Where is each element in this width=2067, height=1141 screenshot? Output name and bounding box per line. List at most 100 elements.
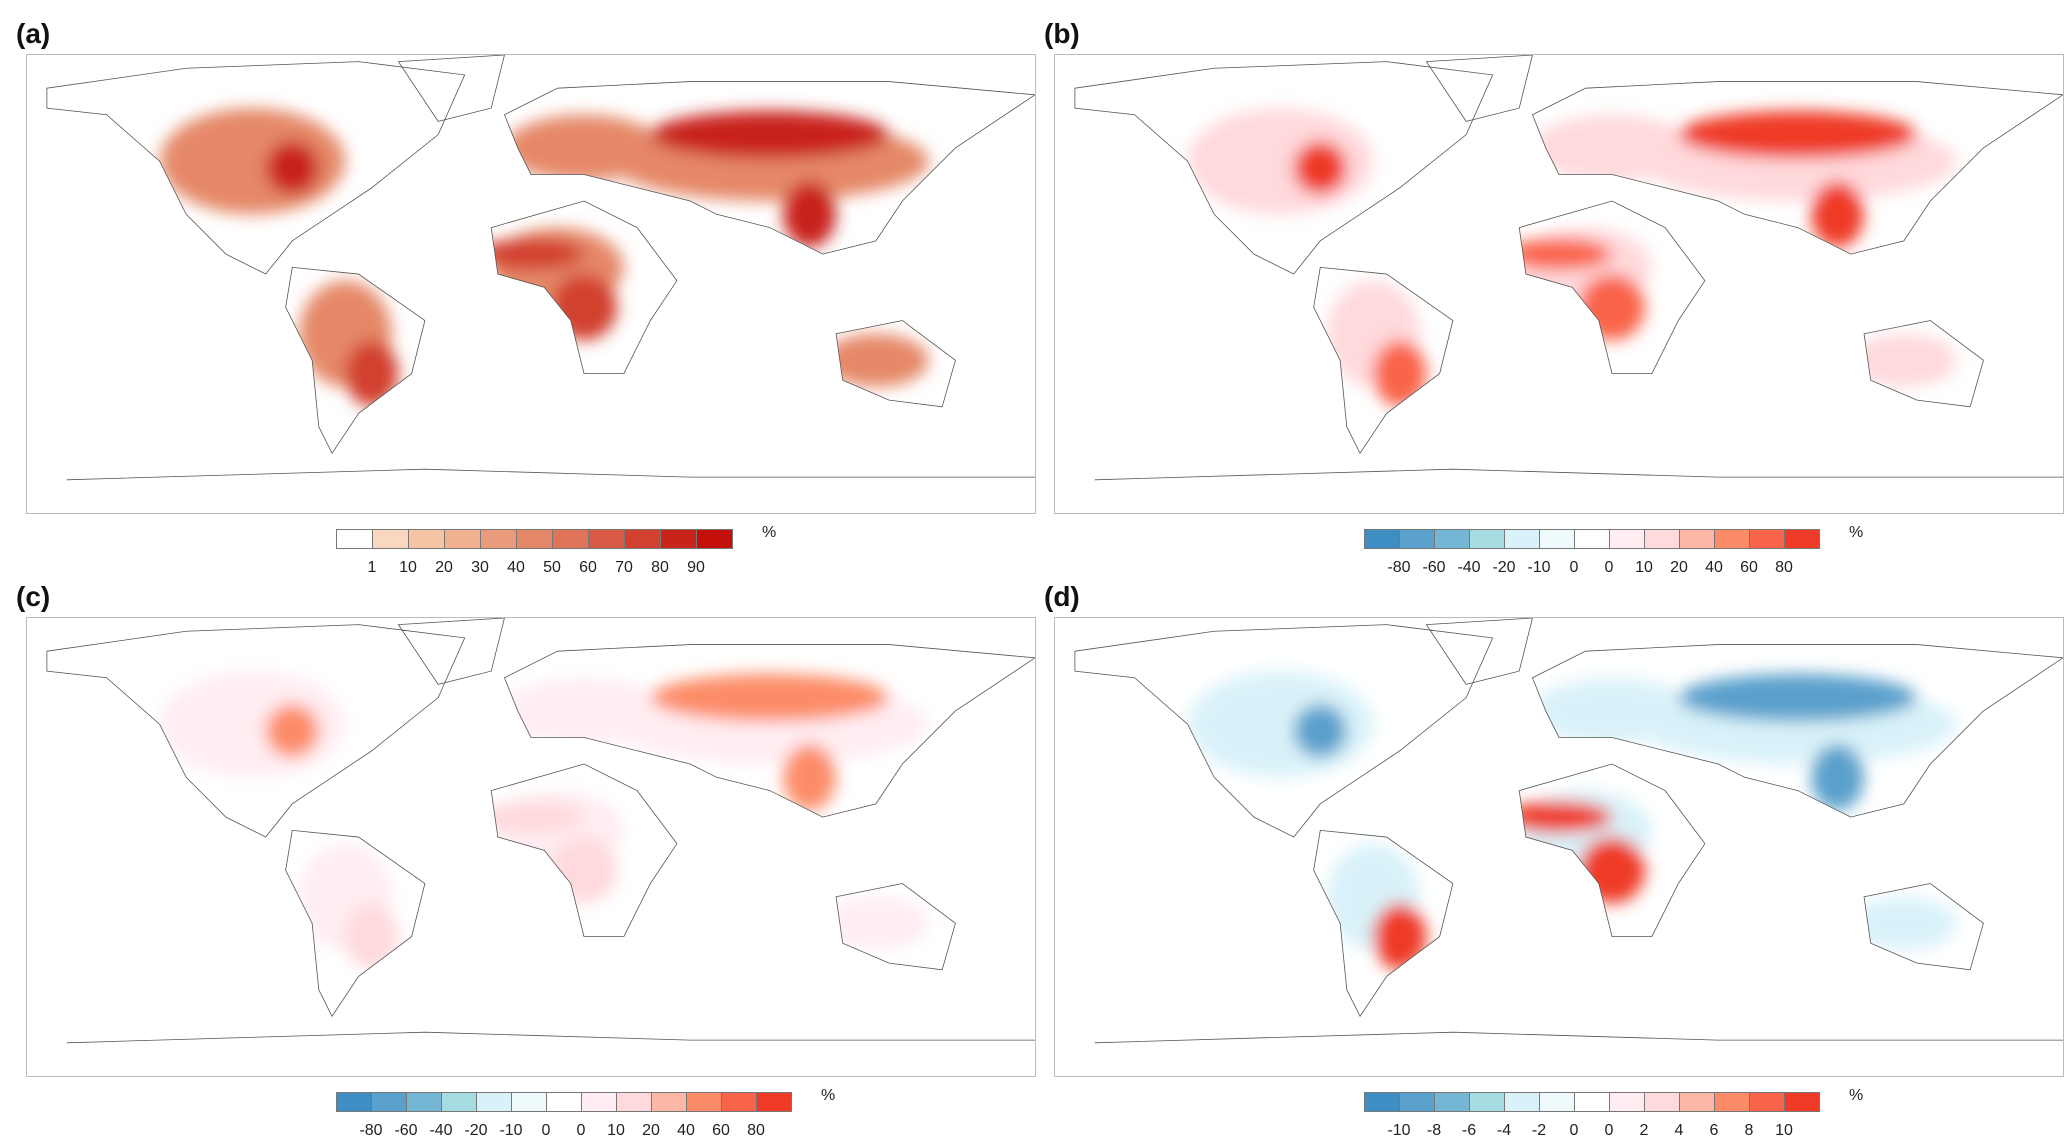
colorbar-swatch [696, 529, 733, 549]
colorbar [1364, 1092, 1820, 1112]
colorbar-swatch [756, 1092, 792, 1112]
colorbar-swatch [660, 529, 697, 549]
colorbar-swatch [616, 1092, 652, 1112]
hotspot [1578, 837, 1646, 904]
colorbar-swatch [1679, 529, 1715, 549]
colorbar-swatch [552, 529, 589, 549]
colorbar-tick: -60 [1422, 559, 1446, 576]
colorbar-unit: % [1849, 1087, 1864, 1104]
world-map [1054, 617, 2064, 1077]
colorbar-tick: 6 [1709, 1122, 1719, 1139]
colorbar-swatch [581, 1092, 617, 1112]
colorbar-tick: 0 [1604, 559, 1614, 576]
colorbar-tick: 4 [1674, 1122, 1684, 1139]
colorbar-tick: 0 [1569, 559, 1579, 576]
world-map [1054, 54, 2064, 514]
colorbar-tick: -6 [1461, 1122, 1477, 1139]
hotspot [1373, 340, 1427, 407]
panel-label: (b) [1044, 18, 1080, 49]
colorbar-swatch [1784, 529, 1820, 549]
colorbar-swatch [1714, 529, 1750, 549]
colorbar-swatch [1749, 529, 1785, 549]
map-panel-c: (c) -80 -60 -40 -20 -10 0 0 10 20 40 60 80% [16, 581, 1036, 1141]
hotspot [783, 744, 837, 811]
colorbar-swatch [1469, 1092, 1505, 1112]
colorbar-tick: 60 [1740, 559, 1758, 576]
map-panel-b: (b) -80 -60 -40 -20 -10 0 0 10 20 40 60 80% [1044, 18, 2064, 614]
colorbar-tick: 40 [507, 559, 525, 576]
colorbar-swatch [444, 529, 481, 549]
colorbar-tick: -20 [464, 1122, 488, 1139]
colorbar-swatch [1399, 1092, 1435, 1112]
colorbar-swatch [1434, 1092, 1470, 1112]
hotspot [1505, 801, 1613, 834]
colorbar-tick: 80 [651, 559, 669, 576]
hotspot [550, 837, 618, 904]
colorbar-tick: 10 [607, 1122, 625, 1139]
colorbar-swatch [371, 1092, 407, 1112]
colorbar-tick: -10 [1527, 559, 1551, 576]
colorbar-swatch [511, 1092, 547, 1112]
colorbar-swatch [1784, 1092, 1820, 1112]
colorbar-tick: 0 [1604, 1122, 1614, 1139]
colorbar-tick: -2 [1531, 1122, 1547, 1139]
colorbar-tick: 20 [435, 559, 453, 576]
colorbar-tick: 70 [615, 559, 633, 576]
colorbar-tick: 0 [576, 1122, 586, 1139]
world-map [26, 54, 1036, 514]
colorbar-swatch [1539, 529, 1575, 549]
hotspot [783, 181, 837, 248]
colorbar-swatch [1434, 529, 1470, 549]
colorbar-swatch [624, 529, 661, 549]
colorbar-tick: 50 [543, 559, 561, 576]
colorbar-swatch [1644, 529, 1680, 549]
colorbar-tick: 20 [642, 1122, 660, 1139]
coastline [46, 618, 1035, 1044]
colorbar-tick: 8 [1744, 1122, 1754, 1139]
colorbar-tick: -8 [1426, 1122, 1442, 1139]
hotspot [1505, 238, 1613, 271]
hotspot [1811, 181, 1865, 248]
hotspot [1850, 333, 1957, 387]
hotspot [650, 110, 890, 159]
colorbar-tick: -4 [1496, 1122, 1512, 1139]
colorbar-swatch [408, 529, 445, 549]
panel-label: (d) [1044, 581, 1080, 612]
colorbar-tick: -10 [1387, 1122, 1411, 1139]
colorbar-tick: -40 [429, 1122, 453, 1139]
colorbar-swatch [1574, 1092, 1610, 1112]
colorbar-tick: 40 [677, 1122, 695, 1139]
hotspot [650, 673, 890, 722]
colorbar-swatch [1399, 529, 1435, 549]
map-panel-a: (a) 1 10 20 30 40 50 60 70 80 90% [16, 18, 1036, 614]
hotspot [1678, 110, 1918, 159]
hotspot [477, 238, 585, 271]
colorbar-tick: -80 [1387, 559, 1411, 576]
colorbar-swatch [721, 1092, 757, 1112]
colorbar-tick: -20 [1492, 559, 1516, 576]
colorbar-swatch [441, 1092, 477, 1112]
colorbar-tick: 2 [1639, 1122, 1649, 1139]
colorbar-tick: 0 [1569, 1122, 1579, 1139]
colorbar-tick: 80 [747, 1122, 765, 1139]
colorbar-swatch [1749, 1092, 1785, 1112]
map-panel-d: (d) -10 -8 -6 -4 -2 0 0 2 4 6 8 10% [1044, 581, 2064, 1141]
colorbar-tick: 60 [712, 1122, 730, 1139]
colorbar-swatch [406, 1092, 442, 1112]
colorbar-swatch [1364, 529, 1400, 549]
hotspot [1373, 903, 1427, 970]
panel-label: (a) [16, 18, 51, 49]
colorbar-swatch [651, 1092, 687, 1112]
colorbar-swatch [1609, 529, 1645, 549]
hotspot [265, 141, 319, 195]
hotspot [477, 801, 585, 834]
hotspot [1293, 704, 1347, 758]
colorbar-tick: 40 [1705, 559, 1723, 576]
colorbar-swatch [476, 1092, 512, 1112]
colorbar-swatch [372, 529, 409, 549]
hotspot [550, 274, 618, 341]
colorbar [336, 529, 733, 549]
colorbar-swatch [516, 529, 553, 549]
colorbar-unit: % [1849, 524, 1864, 541]
